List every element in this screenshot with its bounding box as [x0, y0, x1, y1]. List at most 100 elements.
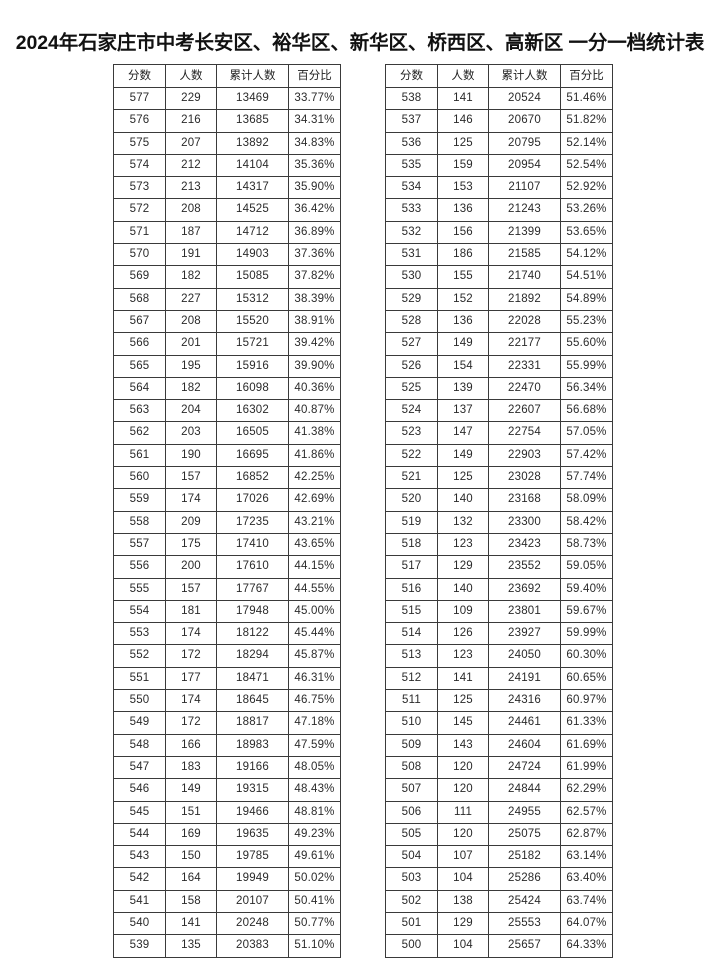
cell-count: 141 — [165, 911, 217, 936]
table-row: 509 143 24604 61.69% — [385, 733, 613, 757]
cell-cumulative: 18294 — [216, 644, 289, 668]
table-row: 574 212 14104 35.36% — [113, 153, 341, 178]
cell-percent: 34.31% — [288, 109, 341, 133]
cell-score: 543 — [113, 845, 166, 869]
table-row: 527 149 22177 55.60% — [385, 332, 613, 356]
column-header-score: 分数 — [385, 64, 438, 88]
cell-count: 166 — [165, 733, 217, 757]
cell-score: 519 — [385, 510, 438, 534]
cell-count: 229 — [165, 86, 217, 111]
cell-percent: 59.05% — [560, 555, 613, 579]
table-row: 526 154 22331 55.99% — [385, 354, 613, 378]
table-row: 565 195 15916 39.90% — [113, 354, 341, 378]
cell-percent: 63.40% — [560, 867, 613, 891]
cell-count: 125 — [437, 689, 489, 713]
cell-cumulative: 14317 — [216, 176, 289, 200]
cell-percent: 56.34% — [560, 376, 613, 401]
cell-percent: 38.91% — [288, 309, 341, 334]
table-row: 503 104 25286 63.40% — [385, 867, 613, 891]
table-row: 510 145 24461 61.33% — [385, 711, 613, 735]
cell-count: 137 — [437, 399, 489, 423]
cell-score: 577 — [113, 86, 166, 111]
cell-cumulative: 14903 — [216, 243, 289, 267]
cell-score: 574 — [113, 153, 166, 178]
cell-count: 139 — [437, 376, 489, 401]
cell-cumulative: 14712 — [216, 220, 289, 245]
cell-percent: 47.18% — [288, 711, 341, 735]
cell-count: 135 — [165, 934, 217, 958]
table-row: 560 157 16852 42.25% — [113, 466, 341, 490]
cell-cumulative: 15721 — [216, 332, 289, 356]
table-row: 555 157 17767 44.55% — [113, 577, 341, 601]
cell-count: 207 — [165, 131, 217, 155]
cell-count: 157 — [165, 466, 217, 490]
cell-count: 136 — [437, 198, 489, 222]
cell-percent: 40.36% — [288, 376, 341, 401]
cell-percent: 56.68% — [560, 399, 613, 423]
cell-score: 510 — [385, 711, 438, 735]
table-row: 517 129 23552 59.05% — [385, 555, 613, 579]
cell-score: 573 — [113, 176, 166, 200]
cell-cumulative: 18645 — [216, 689, 289, 713]
cell-cumulative: 21399 — [488, 220, 561, 245]
cell-cumulative: 19166 — [216, 755, 289, 780]
table-row: 561 190 16695 41.86% — [113, 443, 341, 468]
table-row: 515 109 23801 59.67% — [385, 599, 613, 624]
cell-percent: 54.51% — [560, 265, 613, 289]
cell-percent: 60.97% — [560, 689, 613, 713]
cell-score: 559 — [113, 488, 166, 512]
cell-cumulative: 25075 — [488, 822, 561, 847]
cell-score: 501 — [385, 911, 438, 936]
cell-percent: 61.33% — [560, 711, 613, 735]
cell-percent: 41.38% — [288, 421, 341, 445]
table-row: 569 182 15085 37.82% — [113, 265, 341, 289]
table-row: 540 141 20248 50.77% — [113, 911, 341, 936]
cell-cumulative: 23927 — [488, 622, 561, 646]
table-body-right: 538 141 20524 51.46% 537 146 20670 51.82% 536 125… — [385, 86, 613, 958]
table-row: 530 155 21740 54.51% — [385, 265, 613, 289]
table-header-row: 分数 人数 累计人数 百分比 — [385, 64, 613, 88]
cell-score: 500 — [385, 934, 438, 958]
cell-cumulative: 17610 — [216, 555, 289, 579]
cell-percent: 60.65% — [560, 666, 613, 691]
cell-percent: 43.65% — [288, 532, 341, 557]
cell-cumulative: 24724 — [488, 755, 561, 780]
cell-score: 547 — [113, 755, 166, 780]
table-header-row: 分数 人数 累计人数 百分比 — [113, 64, 341, 88]
cell-count: 132 — [437, 510, 489, 534]
cell-percent: 62.57% — [560, 800, 613, 824]
cell-count: 143 — [437, 733, 489, 757]
cell-percent: 55.60% — [560, 332, 613, 356]
cell-percent: 44.55% — [288, 577, 341, 601]
cell-percent: 51.46% — [560, 86, 613, 111]
table-row: 520 140 23168 58.09% — [385, 488, 613, 512]
table-row: 576 216 13685 34.31% — [113, 109, 341, 133]
score-table-left: 分数 人数 累计人数 百分比 577 229 13469 33.77% 576 216 13… — [113, 64, 341, 958]
cell-count: 154 — [437, 354, 489, 378]
cell-score: 513 — [385, 644, 438, 668]
cell-cumulative: 16852 — [216, 466, 289, 490]
cell-score: 566 — [113, 332, 166, 356]
cell-count: 172 — [165, 711, 217, 735]
column-header-count: 人数 — [165, 64, 217, 88]
cell-count: 138 — [437, 889, 489, 913]
cell-score: 532 — [385, 220, 438, 245]
table-row: 506 111 24955 62.57% — [385, 800, 613, 824]
cell-count: 152 — [437, 287, 489, 311]
cell-score: 515 — [385, 599, 438, 624]
cell-score: 506 — [385, 800, 438, 824]
cell-score: 516 — [385, 577, 438, 601]
cell-cumulative: 24191 — [488, 666, 561, 691]
cell-cumulative: 18817 — [216, 711, 289, 735]
cell-cumulative: 21585 — [488, 243, 561, 267]
table-row: 554 181 17948 45.00% — [113, 599, 341, 624]
cell-percent: 58.09% — [560, 488, 613, 512]
cell-cumulative: 25553 — [488, 911, 561, 936]
cell-percent: 62.29% — [560, 778, 613, 802]
table-row: 572 208 14525 36.42% — [113, 198, 341, 222]
cell-score: 569 — [113, 265, 166, 289]
cell-percent: 52.54% — [560, 153, 613, 178]
table-row: 575 207 13892 34.83% — [113, 131, 341, 155]
score-table-left-wrapper: 分数 人数 累计人数 百分比 577 229 13469 33.77% 576 216 13… — [113, 64, 341, 958]
cell-count: 227 — [165, 287, 217, 311]
